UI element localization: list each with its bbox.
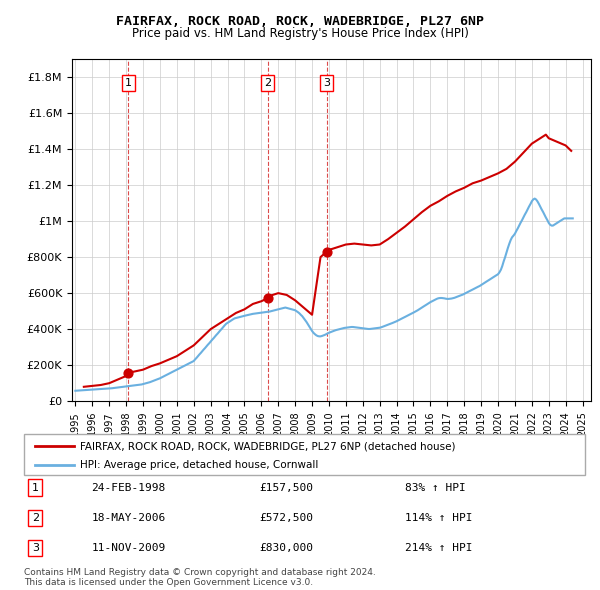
Text: Contains HM Land Registry data © Crown copyright and database right 2024.
This d: Contains HM Land Registry data © Crown c…: [24, 568, 376, 587]
Text: £572,500: £572,500: [260, 513, 314, 523]
Text: 18-MAY-2006: 18-MAY-2006: [91, 513, 166, 523]
Text: FAIRFAX, ROCK ROAD, ROCK, WADEBRIDGE, PL27 6NP (detached house): FAIRFAX, ROCK ROAD, ROCK, WADEBRIDGE, PL…: [80, 442, 455, 452]
Point: [322, 247, 331, 257]
Text: 214% ↑ HPI: 214% ↑ HPI: [406, 543, 473, 553]
Text: £830,000: £830,000: [260, 543, 314, 553]
Text: HPI: Average price, detached house, Cornwall: HPI: Average price, detached house, Corn…: [80, 460, 319, 470]
Text: £157,500: £157,500: [260, 483, 314, 493]
Point: [263, 293, 272, 303]
Text: 114% ↑ HPI: 114% ↑ HPI: [406, 513, 473, 523]
Text: 1: 1: [32, 483, 39, 493]
Text: 2: 2: [32, 513, 39, 523]
Text: 83% ↑ HPI: 83% ↑ HPI: [406, 483, 466, 493]
Point: [124, 368, 133, 378]
FancyBboxPatch shape: [24, 434, 585, 475]
Text: 24-FEB-1998: 24-FEB-1998: [91, 483, 166, 493]
Text: Price paid vs. HM Land Registry's House Price Index (HPI): Price paid vs. HM Land Registry's House …: [131, 27, 469, 40]
Text: 3: 3: [323, 78, 330, 88]
Text: 2: 2: [264, 78, 271, 88]
Text: 3: 3: [32, 543, 39, 553]
Text: FAIRFAX, ROCK ROAD, ROCK, WADEBRIDGE, PL27 6NP: FAIRFAX, ROCK ROAD, ROCK, WADEBRIDGE, PL…: [116, 15, 484, 28]
Text: 11-NOV-2009: 11-NOV-2009: [91, 543, 166, 553]
Text: 1: 1: [125, 78, 132, 88]
